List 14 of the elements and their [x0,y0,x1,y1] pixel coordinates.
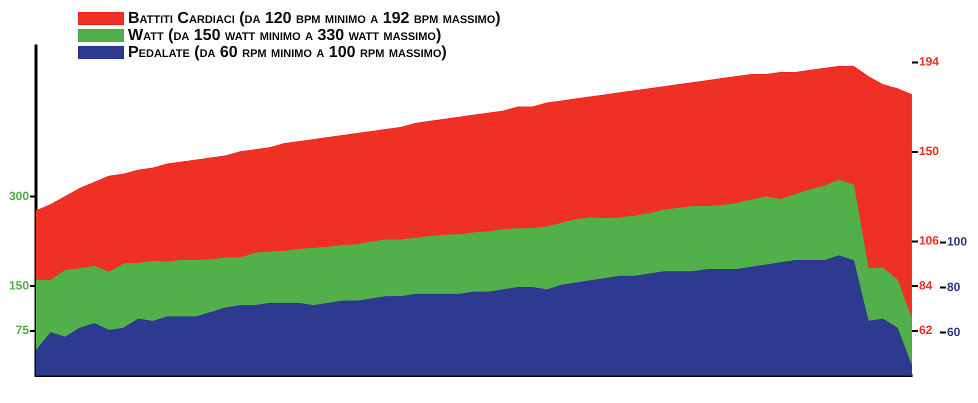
y2-tick-label: 150 [918,144,940,158]
y3-tick-label: 100 [946,234,968,249]
y3-tick-label: 60 [946,325,961,340]
y2-tick-label: 194 [918,54,940,69]
y-tick-label: 150 [8,278,30,292]
y2-tick-label: 84 [918,278,933,292]
y3-tick-label: 80 [946,280,961,294]
y-tick-label: 75 [16,323,30,338]
legend-label: Watt (da 150 watt minimo a 330 watt massimo) [128,26,442,44]
y2-tick-label: 106 [918,234,940,248]
y-tick-label: 300 [8,188,30,203]
legend-label: Battiti Cardiaci (da 120 bpm minimo a 192 bpm massimo) [128,10,501,28]
y2-tick-label: 62 [918,323,933,338]
legend-label: Pedalate (da 60 rpm minimo a 100 rpm massimo) [128,44,447,62]
